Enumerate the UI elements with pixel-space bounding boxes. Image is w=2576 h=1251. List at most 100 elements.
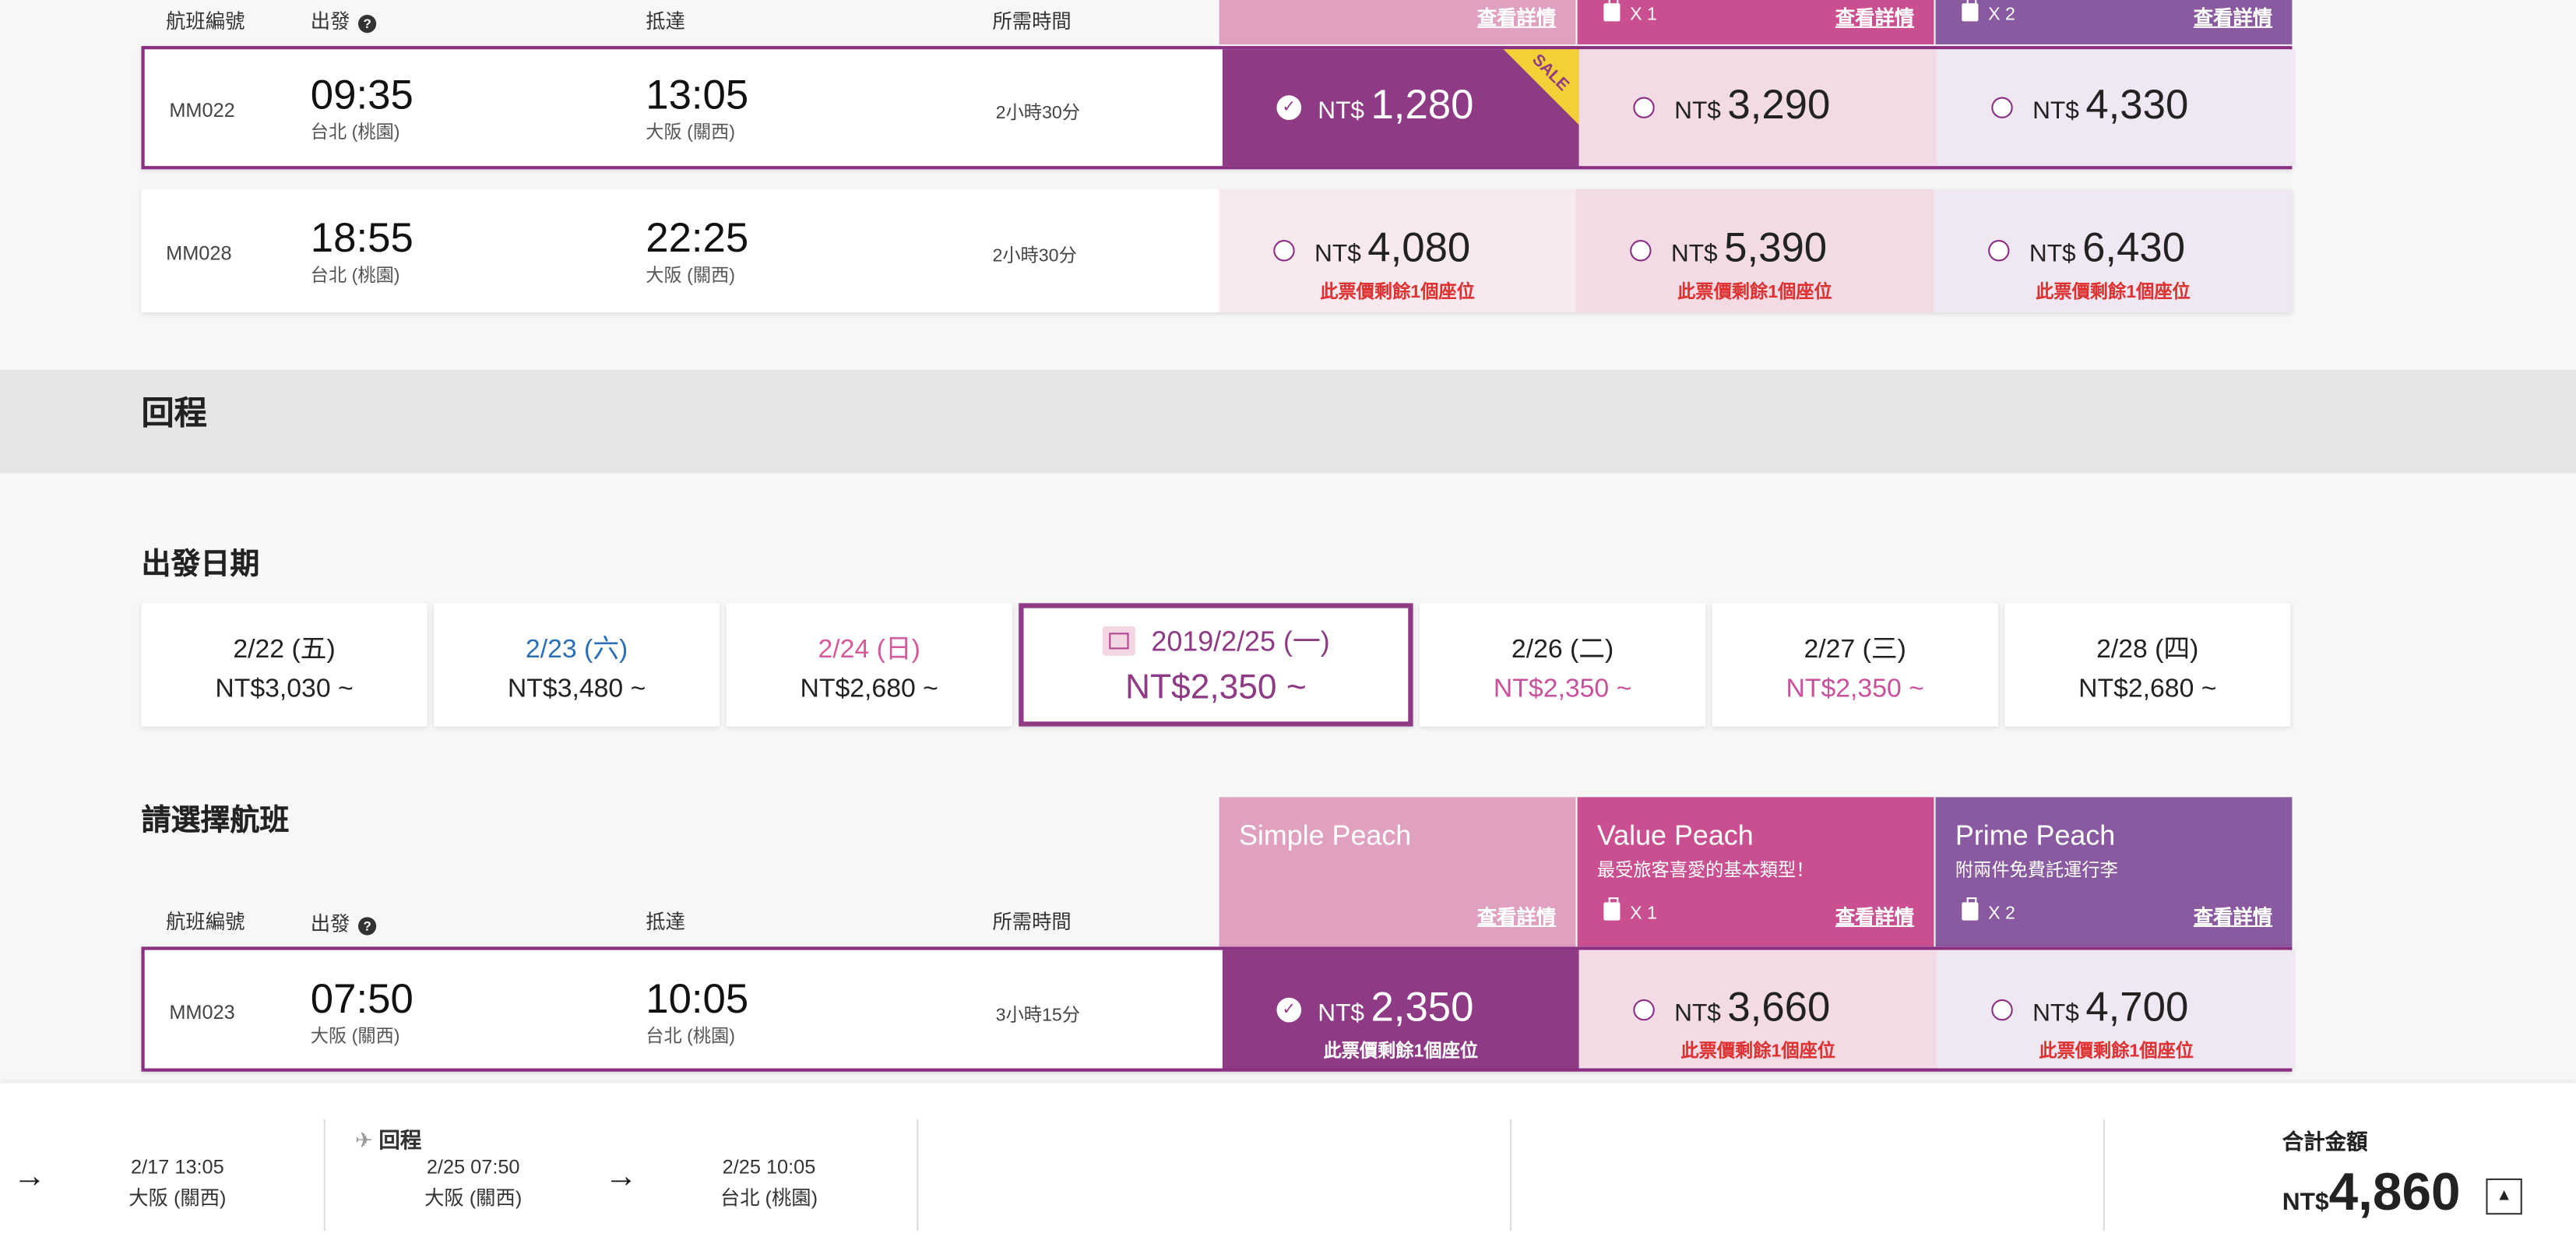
divider	[2103, 1119, 2105, 1232]
help-icon[interactable]: ?	[358, 14, 377, 33]
return-departure-time: 2/25 07:50	[426, 1155, 520, 1179]
col-header-arrive: 抵達	[646, 910, 685, 934]
date-label: 2/24 (日)	[818, 636, 920, 664]
departure-time: 09:35	[310, 72, 413, 118]
seats-left-note: 此票價剩餘1個座位	[1677, 282, 1832, 303]
fare-option-prime[interactable]: NT$ 4,330	[1937, 49, 2296, 167]
flight-number: MM023	[169, 1000, 235, 1024]
plan-header-simple-peach: Simple Peach 查看詳情	[1219, 797, 1576, 947]
date-option-2-23[interactable]: 2/23 (六) NT$3,480 ~	[434, 603, 720, 727]
departure-city: 台北 (桃園)	[310, 123, 400, 143]
select-flight-title: 請選擇航班	[141, 803, 290, 837]
view-details-link[interactable]: 查看詳情	[1835, 905, 1915, 929]
fare-option-prime[interactable]: NT$ 4,700 此票價剩餘1個座位	[1937, 950, 2296, 1069]
col-header-depart: 出發?	[311, 909, 377, 937]
fare-option-value[interactable]: NT$ 5,390 此票價剩餘1個座位	[1575, 189, 1934, 312]
fare-radio[interactable]	[1633, 97, 1655, 118]
baggage-count-label: X 1	[1630, 5, 1657, 25]
plan-name: Prime Peach	[1955, 819, 2116, 851]
fare-option-value[interactable]: NT$ 3,660 此票價剩餘1個座位	[1578, 950, 1937, 1069]
arrival-city: 大阪 (關西)	[646, 266, 735, 287]
date-option-2-25-selected[interactable]: 2019/2/25 (一) NT$2,350 ~	[1019, 603, 1413, 727]
total-label: 合計金額	[2282, 1129, 2368, 1154]
fare-option-simple[interactable]: ✓ NT$ 1,280 SALE	[1222, 49, 1579, 167]
date-option-2-27[interactable]: 2/27 (三) NT$2,350 ~	[1712, 603, 1998, 727]
fare-radio[interactable]	[1991, 97, 2013, 118]
baggage-count: X 1	[1603, 0, 1657, 25]
date-price: NT$3,030 ~	[215, 675, 354, 704]
fare-price: NT$ 3,290	[1674, 82, 1830, 129]
view-details-link[interactable]: 查看詳情	[2193, 905, 2273, 929]
return-arrival-time: 2/25 10:05	[722, 1155, 816, 1179]
fare-radio[interactable]	[1991, 999, 2013, 1021]
fare-radio[interactable]	[1633, 999, 1655, 1021]
booking-summary-bar: → 2/17 13:05 大阪 (關西) ✈ 回程 2/25 07:50 大阪 …	[0, 1083, 2576, 1251]
return-leg-label-text: 回程	[378, 1127, 422, 1153]
baggage-count-label: X 1	[1630, 904, 1657, 924]
col-header-arrive: 抵達	[646, 9, 685, 33]
baggage-count: X 2	[1962, 897, 2015, 924]
fare-currency: NT$	[1670, 240, 1718, 268]
date-option-2-26[interactable]: 2/26 (二) NT$2,350 ~	[1420, 603, 1706, 727]
baggage-count-label: X 2	[1988, 904, 2015, 924]
flight-row-mm022[interactable]: MM022 09:35 台北 (桃園) 13:05 大阪 (關西) 2小時30分…	[141, 46, 2296, 170]
arrow-right-icon: →	[604, 1158, 638, 1195]
plan-header-prime-peach: Prime Peach 附兩件免費託運行李 X 2 查看詳情	[1935, 797, 2293, 947]
help-icon[interactable]: ?	[358, 917, 377, 936]
divider	[1510, 1119, 1512, 1232]
flight-number: MM022	[169, 98, 235, 122]
total-price: NT$4,860	[2282, 1162, 2461, 1223]
flight-row-mm028[interactable]: MM028 18:55 台北 (桃園) 22:25 大阪 (關西) 2小時30分…	[141, 189, 2293, 312]
date-option-2-22[interactable]: 2/22 (五) NT$3,030 ~	[141, 603, 428, 727]
view-details-link[interactable]: 查看詳情	[1476, 905, 1557, 929]
baggage-count: X 2	[1962, 0, 2015, 25]
return-section-band: 回程	[0, 369, 2576, 474]
fare-currency: NT$	[1674, 999, 1721, 1027]
seats-left-note: 此票價剩餘1個座位	[1323, 1041, 1479, 1062]
col-header-duration: 所需時間	[992, 910, 1072, 934]
seats-left-note: 此票價剩餘1個座位	[1320, 282, 1475, 303]
fare-price: NT$ 6,430	[2029, 225, 2185, 273]
fare-currency: NT$	[1318, 999, 1365, 1027]
col-header-flight-no: 航班編號	[166, 9, 245, 33]
date-label: 2/22 (五)	[233, 636, 336, 664]
return-leg-label: ✈ 回程	[355, 1122, 422, 1154]
plan-name: Value Peach	[1596, 819, 1754, 851]
plan-strip-simple: 查看詳情	[1219, 0, 1576, 44]
fare-option-simple[interactable]: ✓ NT$ 2,350 此票價剩餘1個座位	[1222, 950, 1579, 1069]
date-label: 2/27 (三)	[1804, 636, 1906, 664]
fare-radio[interactable]	[1988, 240, 2010, 262]
baggage-icon	[1603, 0, 1621, 22]
view-details-link[interactable]: 查看詳情	[1835, 6, 1915, 30]
seats-left-note: 此票價剩餘1個座位	[2036, 282, 2191, 303]
fare-amount: 2,350	[1371, 984, 1474, 1031]
flight-duration: 2小時30分	[992, 246, 1077, 266]
plane-icon: ✈	[354, 1127, 373, 1153]
outbound-arrival-time: 2/17 13:05	[131, 1155, 224, 1179]
fare-option-simple[interactable]: NT$ 4,080 此票價剩餘1個座位	[1219, 189, 1576, 312]
fare-amount: 1,280	[1371, 82, 1474, 129]
fare-price: NT$ 4,330	[2032, 82, 2188, 129]
fare-option-prime[interactable]: NT$ 6,430 此票價剩餘1個座位	[1934, 189, 2293, 312]
plan-strip-value: X 1 查看詳情	[1577, 0, 1934, 44]
fare-amount: 4,330	[2085, 82, 2189, 129]
fare-option-value[interactable]: NT$ 3,290	[1578, 49, 1937, 167]
date-option-2-24[interactable]: 2/24 (日) NT$2,680 ~	[726, 603, 1012, 727]
view-details-link[interactable]: 查看詳情	[2193, 6, 2273, 30]
baggage-icon	[1962, 0, 1979, 22]
chevron-up-icon[interactable]: ▲	[2486, 1178, 2522, 1215]
departure-time: 07:50	[310, 976, 413, 1023]
flight-duration: 2小時30分	[995, 103, 1081, 124]
date-price: NT$2,680 ~	[800, 675, 938, 704]
date-option-2-28[interactable]: 2/28 (四) NT$2,680 ~	[2004, 603, 2291, 727]
col-header-depart-label: 出發	[310, 9, 350, 33]
arrival-city: 台北 (桃園)	[646, 1027, 735, 1048]
flight-row-mm023[interactable]: MM023 07:50 大阪 (關西) 10:05 台北 (桃園) 3小時15分…	[141, 946, 2296, 1072]
view-details-link[interactable]: 查看詳情	[1476, 6, 1557, 30]
baggage-count: X 1	[1603, 897, 1657, 924]
divider	[323, 1119, 326, 1232]
fare-radio[interactable]	[1273, 240, 1295, 262]
date-price: NT$3,480 ~	[507, 675, 646, 704]
fare-radio[interactable]	[1630, 240, 1652, 262]
arrival-time: 13:05	[646, 72, 749, 118]
